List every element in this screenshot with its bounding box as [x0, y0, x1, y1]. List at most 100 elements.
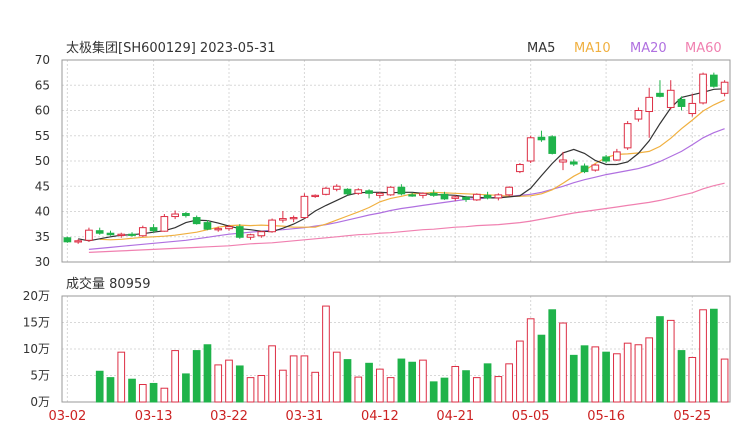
candle-body: [279, 218, 287, 221]
candle-body: [516, 164, 524, 173]
candlesticks: [63, 72, 729, 244]
moving-average-lines: [78, 88, 725, 253]
volume-bar: [300, 355, 309, 403]
volume-bar: [440, 377, 449, 403]
candle-body: [634, 110, 643, 120]
candle-body: [688, 102, 697, 115]
candle-body: [214, 228, 223, 231]
volume-bar: [526, 318, 535, 403]
volume-bar: [171, 350, 179, 403]
candle: [354, 188, 363, 195]
candle: [95, 227, 104, 235]
volume-bar: [386, 377, 395, 403]
candle: [408, 192, 417, 197]
legend: MA5 MA10 MA20 MA60: [527, 41, 722, 56]
volume-bar: [516, 340, 524, 403]
candle: [225, 225, 233, 231]
candle: [63, 236, 72, 243]
candle: [516, 163, 524, 174]
price-tick-label: 60: [35, 104, 50, 118]
candle: [138, 225, 147, 237]
candle-body: [354, 189, 363, 194]
candle: [569, 159, 578, 167]
volume-bar: [95, 370, 104, 403]
volume-bar: [343, 359, 352, 403]
candle: [386, 186, 395, 196]
candle-body: [332, 185, 341, 190]
volume-bar: [580, 345, 589, 403]
price-tick-label: 45: [35, 179, 50, 193]
candle-body: [483, 194, 492, 199]
candle: [375, 191, 384, 199]
candle: [332, 184, 341, 192]
volume-bar: [505, 363, 513, 403]
candle-body: [311, 194, 320, 198]
candle: [397, 184, 406, 196]
candle-body: [666, 89, 675, 108]
candle: [602, 154, 610, 164]
volume-bar: [559, 322, 567, 403]
volume-bar: [613, 353, 621, 403]
candle-body: [106, 232, 115, 236]
volume-bar: [666, 319, 675, 403]
volume-bar: [225, 359, 233, 403]
candle-body: [397, 186, 406, 195]
candle: [440, 191, 449, 200]
candle: [149, 224, 158, 233]
volume-bar: [429, 381, 438, 403]
volume-bar: [709, 308, 718, 403]
candle-body: [429, 192, 438, 196]
volume-bar: [451, 365, 460, 403]
volume-bar: [322, 305, 330, 403]
volume-bar: [257, 375, 266, 403]
candle: [548, 135, 557, 155]
candle-body: [408, 194, 417, 197]
candle-body: [720, 81, 729, 94]
candle-body: [580, 165, 589, 173]
candle: [235, 224, 244, 239]
candle: [505, 186, 513, 197]
candle: [214, 226, 223, 232]
candle: [451, 195, 460, 201]
candle: [268, 218, 276, 233]
candle-body: [171, 213, 179, 218]
candle-body: [623, 123, 632, 149]
candle-body: [182, 213, 190, 217]
candle: [74, 239, 83, 244]
volume-bar: [591, 346, 600, 403]
volume-bar: [569, 354, 578, 403]
candle: [365, 189, 373, 199]
ma60-line: [88, 182, 725, 253]
volume-bar: [645, 337, 654, 403]
candle-body: [677, 98, 686, 107]
candle-body: [591, 164, 600, 171]
volume-bar: [289, 355, 298, 403]
price-tick-label: 35: [35, 230, 50, 244]
volume-frame: [61, 295, 731, 403]
candle-body: [257, 231, 266, 237]
candle-body: [289, 217, 298, 220]
date-tick-label: 03-13: [135, 409, 173, 424]
volume-bar: [128, 378, 136, 403]
candle: [666, 80, 675, 110]
volume-bar: [375, 368, 384, 403]
candle-body: [537, 136, 546, 141]
candle: [645, 87, 654, 138]
chart-title: 太极集团[SH600129] 2023-05-31: [66, 40, 275, 56]
volume-bar: [602, 351, 610, 403]
date-tick-label: 04-21: [436, 409, 474, 424]
candle-body: [365, 190, 373, 194]
candle-body: [656, 92, 664, 97]
candle: [192, 215, 201, 225]
volume-bar: [365, 362, 373, 403]
volume-bar: [279, 369, 287, 403]
price-tick-label: 65: [35, 78, 50, 92]
candle-body: [85, 229, 93, 241]
volume-bar: [537, 334, 546, 403]
volume-bar: [677, 350, 686, 403]
volume-bar: [462, 370, 470, 403]
price-tick-label: 70: [35, 53, 50, 67]
volume-bar: [634, 344, 643, 403]
